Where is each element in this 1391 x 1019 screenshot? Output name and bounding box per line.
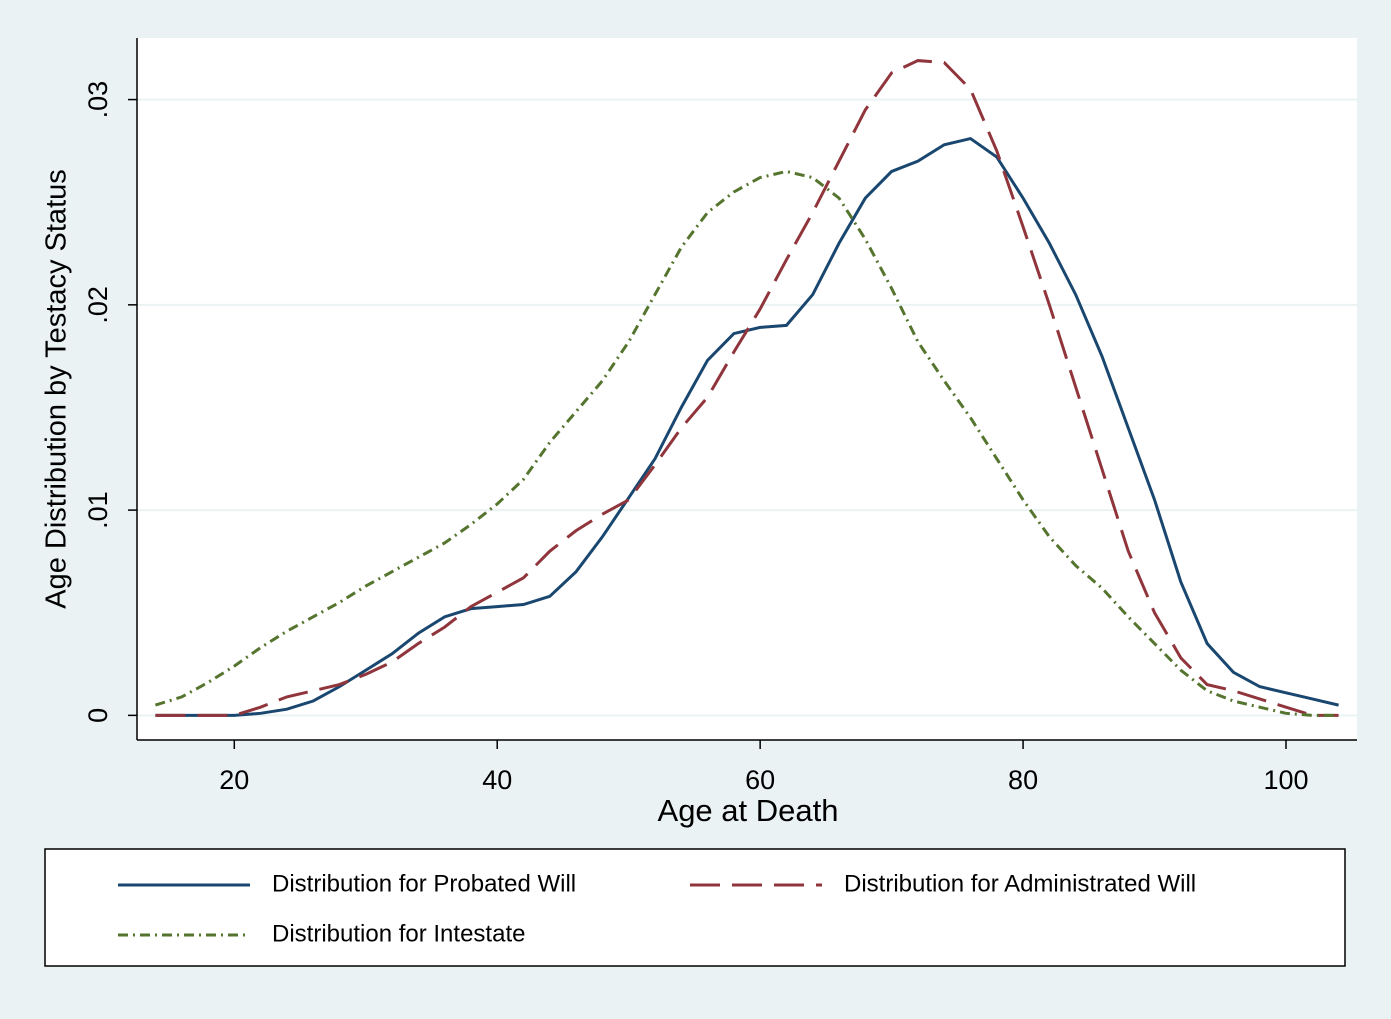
plot-area xyxy=(137,38,1357,740)
x-tick-label: 80 xyxy=(1008,765,1038,795)
y-tick-label: .03 xyxy=(83,81,113,119)
y-axis-title: Age Distribution by Testacy Status xyxy=(41,169,73,609)
y-tick-label: 0 xyxy=(83,708,113,723)
legend-box xyxy=(44,848,1346,967)
x-tick-label: 20 xyxy=(219,765,249,795)
y-tick-label: .02 xyxy=(83,286,113,324)
x-tick-label: 40 xyxy=(482,765,512,795)
y-tick-label: .01 xyxy=(83,491,113,529)
x-tick-label: 100 xyxy=(1263,765,1308,795)
legend-label: Distribution for Administrated Will xyxy=(844,870,1196,897)
series-line xyxy=(155,59,1339,717)
x-tick-label: 60 xyxy=(745,765,775,795)
x-axis-title: Age at Death xyxy=(658,793,839,828)
legend-label: Distribution for Probated Will xyxy=(272,870,576,897)
legend-label: Distribution for Intestate xyxy=(272,920,525,947)
series-line xyxy=(154,169,1339,717)
